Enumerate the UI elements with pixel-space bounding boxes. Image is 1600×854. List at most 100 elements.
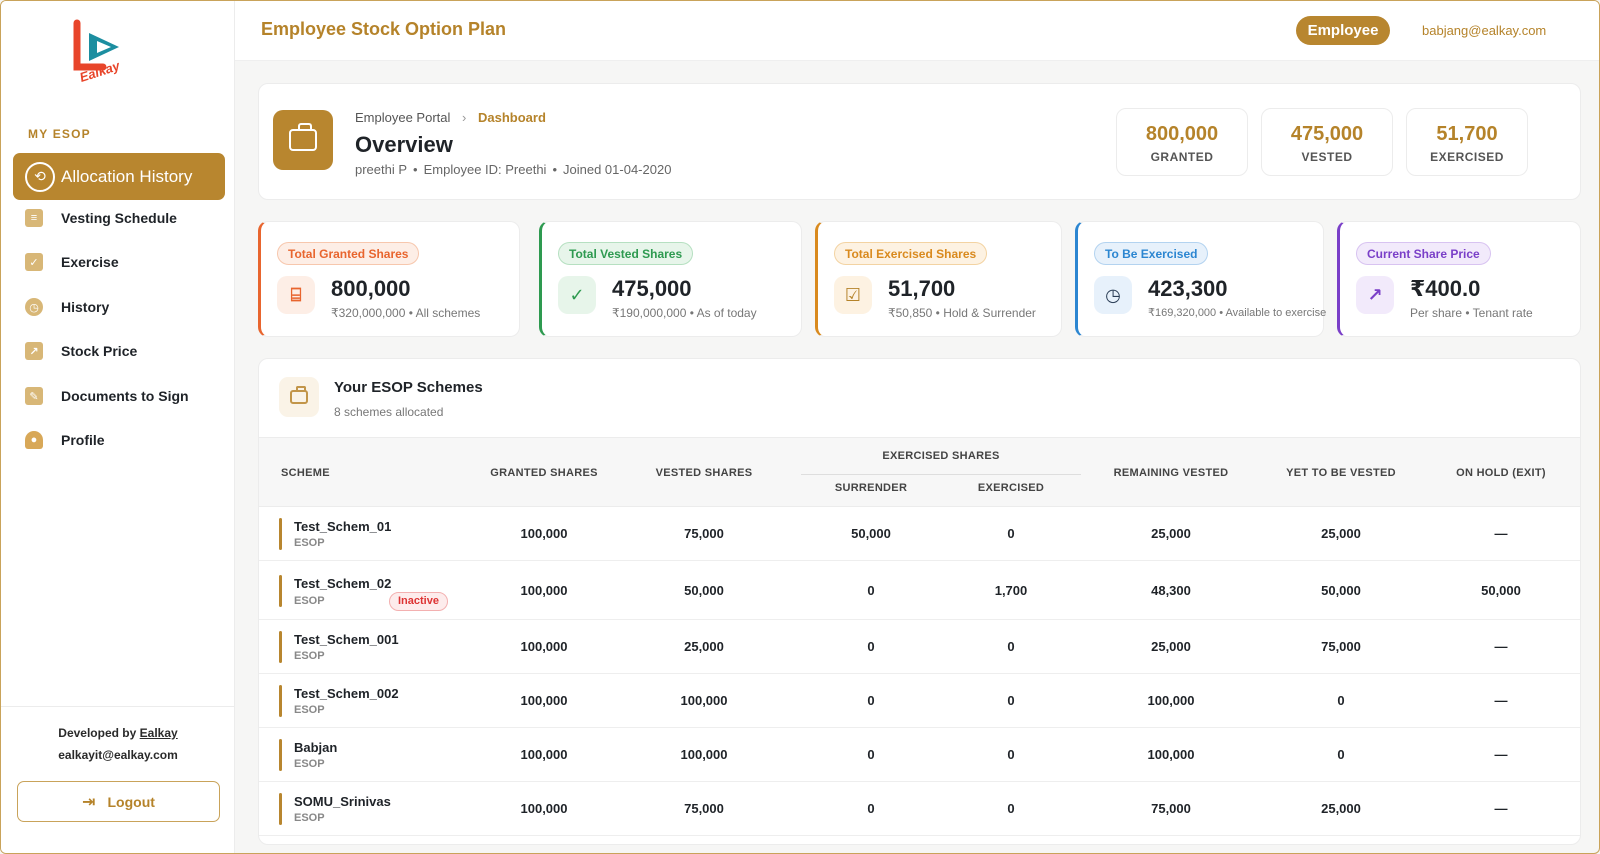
cell-remaining: 100,000 (1147, 747, 1195, 762)
sidebar-item-label: Stock Price (61, 343, 138, 359)
cell-surrender: 0 (867, 639, 875, 654)
sidebar-item-vesting-schedule[interactable]: ≡ Vesting Schedule (25, 205, 177, 231)
table-row[interactable]: Test_Schem_001 ESOP 100,000 25,000 0 0 25,000 7… (259, 620, 1580, 674)
sidebar-item-label: History (61, 299, 110, 315)
kpi-subtext: ₹169,320,000 • Available to exercise (1148, 307, 1327, 319)
cell-exercised: 0 (1007, 639, 1015, 654)
role-badge[interactable]: Employee (1296, 16, 1390, 45)
cell-granted: 100,000 (520, 801, 568, 816)
employee-name: preethi P (355, 162, 408, 177)
user-icon: ● (25, 431, 43, 449)
cell-yet: 50,000 (1321, 582, 1361, 598)
chart-icon: ↗ (25, 342, 43, 360)
header-group-divider (801, 474, 1081, 475)
breadcrumb-employee-portal[interactable]: Employee Portal (355, 110, 451, 125)
cell-surrender: 0 (867, 582, 875, 598)
scheme-type: ESOP (294, 812, 325, 824)
kpi-label: To Be Exercised (1094, 242, 1209, 265)
sidebar-item-label: Vesting Schedule (61, 210, 177, 226)
cell-vested: 100,000 (680, 693, 728, 708)
cell-exercised: 0 (1007, 801, 1015, 816)
logout-label: Logout (107, 793, 155, 810)
scheme-name: Test_Schem_01 (294, 519, 392, 534)
briefcase-icon (279, 377, 319, 417)
logout-icon: ⇥ (82, 793, 96, 811)
col-on-hold: ON HOLD (EXIT) (1456, 467, 1546, 479)
table-row[interactable]: Test_Schem_01 ESOP 100,000 75,000 50,000 0 25,… (259, 507, 1580, 561)
cell-remaining: 25,000 (1151, 526, 1191, 541)
employee-joined: Joined 01-04-2020 (563, 162, 672, 177)
cell-onhold: — (1494, 526, 1508, 541)
table-row[interactable]: Babjan ESOP 100,000 100,000 0 0 100,000 0 — (259, 728, 1580, 782)
schemes-subtitle: 8 schemes allocated (334, 405, 444, 419)
cell-granted: 100,000 (520, 526, 568, 541)
check-icon: ✓ (558, 276, 596, 314)
cell-surrender: 0 (867, 747, 875, 762)
company-logo[interactable]: Ealkay (69, 17, 129, 85)
stat-label: VESTED (1301, 150, 1353, 164)
cell-vested: 100,000 (680, 747, 728, 762)
sidebar-item-history[interactable]: ◷ History (25, 294, 109, 320)
clock-history-icon: ⟲ (25, 161, 55, 192)
sidebar-item-label: Allocation History (61, 166, 193, 186)
clock-icon: ◷ (25, 298, 43, 316)
clock-icon: ◷ (1094, 276, 1132, 314)
table-row[interactable]: SOMU_Srinivas ESOP 100,000 75,000 0 0 75,000 25… (259, 782, 1580, 836)
user-email[interactable]: babjang@ealkay.com (1422, 23, 1547, 38)
developer-name[interactable]: Ealkay (139, 726, 178, 740)
table-row[interactable]: Test_Schem_002 ESOP 100,000 100,000 0 0 100,00… (259, 674, 1580, 728)
scheme-type: ESOP (294, 650, 325, 662)
row-accent-bar (279, 793, 282, 825)
sidebar: Ealkay MY ESOP ⟲ Allocation History ≡ Ve… (1, 1, 235, 853)
cell-vested: 75,000 (684, 801, 724, 816)
logo-mark-icon (73, 19, 119, 71)
kpi-current-share-price: Current Share Price ↗ ₹400.0 Per share •… (1337, 221, 1581, 337)
logout-button[interactable]: ⇥ Logout (17, 781, 220, 822)
row-accent-bar (279, 574, 282, 607)
gift-icon: ⌸ (277, 276, 315, 314)
kpi-subtext: Per share • Tenant rate (1410, 306, 1533, 320)
chevron-right-icon: › (462, 110, 467, 125)
sidebar-item-exercise[interactable]: ✓ Exercise (25, 249, 119, 275)
sidebar-item-documents-to-sign[interactable]: ✎ Documents to Sign (25, 383, 189, 409)
col-yet-to-vest: YET TO BE VESTED (1286, 467, 1396, 479)
cell-vested: 25,000 (684, 639, 724, 654)
sidebar-item-label: Exercise (61, 254, 119, 270)
cell-exercised: 0 (1007, 693, 1015, 708)
schemes-header: Your ESOP Schemes 8 schemes allocated (259, 359, 1580, 438)
kpi-value: 800,000 (331, 276, 411, 301)
row-accent-bar (279, 739, 282, 771)
cell-yet: 0 (1337, 693, 1345, 708)
stat-label: GRANTED (1150, 150, 1214, 164)
cell-onhold: 50,000 (1481, 582, 1521, 598)
cell-remaining: 75,000 (1151, 801, 1191, 816)
overview-card: Employee Portal › Dashboard Overview pre… (258, 83, 1581, 200)
sidebar-item-allocation-history[interactable]: ⟲ Allocation History (13, 153, 225, 200)
sidebar-item-stock-price[interactable]: ↗ Stock Price (25, 338, 137, 364)
cell-surrender: 0 (867, 801, 875, 816)
table-row[interactable]: Test_Schem_02 ESOP Inactive 100,000 50,000 0 1… (259, 561, 1580, 620)
kpi-label: Current Share Price (1356, 242, 1491, 265)
sidebar-item-profile[interactable]: ● Profile (25, 427, 105, 453)
developer-credit: Developed by Ealkay (1, 726, 235, 740)
cell-exercised: 0 (1007, 747, 1015, 762)
cell-surrender: 50,000 (851, 526, 891, 541)
sidebar-item-label: Profile (61, 432, 105, 448)
stat-vested: 475,000 VESTED (1261, 108, 1393, 176)
top-header: Employee Stock Option Plan Employee babj… (235, 1, 1599, 61)
cell-exercised: 0 (1007, 526, 1015, 541)
stat-label: EXERCISED (1430, 150, 1504, 164)
cell-granted: 100,000 (520, 582, 568, 598)
cell-yet: 25,000 (1321, 801, 1361, 816)
checkbox-icon: ✓ (25, 253, 43, 271)
kpi-value: ₹400.0 (1410, 276, 1481, 301)
kpi-label: Total Granted Shares (277, 242, 420, 265)
status-badge: Inactive (389, 591, 448, 611)
schemes-title: Your ESOP Schemes (334, 379, 483, 396)
cell-remaining: 48,300 (1151, 582, 1191, 598)
row-accent-bar (279, 518, 282, 550)
kpi-total-granted: Total Granted Shares ⌸ 800,000 ₹320,000,… (258, 221, 520, 337)
scheme-type: ESOP (294, 704, 325, 716)
briefcase-icon (273, 110, 333, 170)
schemes-table-header: SCHEME GRANTED SHARES VESTED SHARES EXER… (259, 438, 1580, 507)
